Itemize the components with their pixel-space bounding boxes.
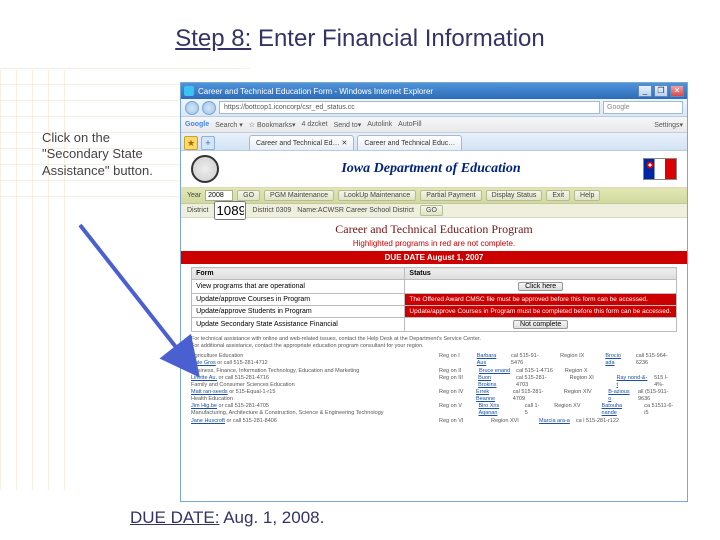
maximize-button[interactable]: ❐ (654, 85, 668, 97)
window-title: Career and Technical Education Form - Wi… (198, 87, 638, 96)
gbar-item[interactable]: Autolink (367, 121, 392, 128)
district-input[interactable] (214, 201, 246, 220)
contact-link[interactable]: Brocio ada (605, 353, 630, 367)
close-button[interactable]: ✕ (670, 85, 684, 97)
gbar-item[interactable]: Settings▾ (654, 121, 683, 129)
address-bar: https://bottcop1.iconcorp/csr_ed_status.… (181, 99, 687, 117)
click-here-button[interactable]: Click here (518, 282, 563, 291)
col-form: Form (192, 268, 405, 280)
status-cell-red: Update/approve Courses in Program must b… (405, 306, 676, 318)
dept-header: Iowa Department of Education (181, 151, 687, 188)
table-row: Update/approve Students in Program Updat… (192, 306, 677, 318)
gbar-item[interactable]: 4 dzcket (302, 121, 328, 128)
form-cell: Update Secondary State Assistance Financ… (192, 318, 405, 332)
gbar-item[interactable]: AutoFill (398, 121, 421, 128)
district-row: District District 0309 Name:ACWSR Career… (181, 204, 687, 218)
contact-link[interactable]: Matt ran-seeds (191, 389, 228, 395)
contact-link[interactable]: Jane Huscroft (191, 418, 225, 424)
ie-icon (184, 86, 194, 96)
gbar-item[interactable]: Search ▾ (215, 121, 243, 129)
due-date-bar: DUE DATE August 1, 2007 (181, 251, 687, 264)
contact-link[interactable]: Biro Xris Aqanan (478, 403, 518, 417)
form-cell: Update/approve Courses in Program (192, 294, 405, 306)
slide-title: Step 8: Enter Financial Information (30, 25, 690, 53)
status-cell-red: The Offered Award CMSC file must be appr… (405, 294, 676, 306)
add-tab-button[interactable]: + (201, 136, 215, 150)
go-button[interactable]: GO (237, 190, 260, 201)
contact-link[interactable]: Bruce enand (479, 368, 510, 375)
gbar-item[interactable]: Send to▾ (334, 121, 362, 129)
forward-button[interactable] (202, 101, 216, 115)
table-row: Update Secondary State Assistance Financ… (192, 318, 677, 332)
exit-button[interactable]: Exit (546, 190, 570, 201)
contact-link[interactable]: Errek Beanne (476, 389, 507, 403)
gbar-item[interactable]: ☆ Bookmarks▾ (249, 121, 296, 129)
table-row: View programs that are operational Click… (192, 280, 677, 294)
google-toolbar: Google Search ▾ ☆ Bookmarks▾ 4 dzcket Se… (181, 117, 687, 133)
status-cell: Click here (405, 280, 676, 294)
iowa-flag-icon (643, 158, 677, 180)
footer-intro2: For additional assistance, contact the a… (191, 343, 677, 350)
contact-link[interactable]: Barbara Aus (477, 353, 505, 367)
favorites-button[interactable]: ★ (184, 136, 198, 150)
contacts-right: Reg on IBarbara Aus cal 515-91-5476Regio… (439, 353, 677, 424)
instruction-callout: Click on the "Secondary State Assistance… (42, 130, 172, 179)
form-cell: View programs that are operational (192, 280, 405, 294)
search-field[interactable]: Google (603, 101, 683, 114)
contact-link[interactable]: Jim Hig.be (191, 403, 217, 409)
contacts-left: Agriculture EducationDale Gros or call 5… (191, 353, 429, 424)
highlight-note: Highlighted programs in red are not comp… (181, 239, 687, 248)
year-label: Year (187, 192, 201, 199)
form-cell: Update/approve Students in Program (192, 306, 405, 318)
minimize-button[interactable]: _ (638, 85, 652, 97)
district-go-button[interactable]: GO (420, 205, 443, 216)
back-button[interactable] (185, 101, 199, 115)
slide-due-date: DUE DATE: Aug. 1, 2008. (130, 508, 324, 528)
col-status: Status (405, 268, 676, 280)
contact-link[interactable]: B-azious o (608, 389, 632, 403)
nav-partial-payment[interactable]: Partial Payment (420, 190, 481, 201)
browser-window: Career and Technical Education Form - Wi… (180, 82, 688, 502)
nav-display-status[interactable]: Display Status (486, 190, 543, 201)
dept-title: Iowa Department of Education (341, 161, 520, 177)
contact-link[interactable]: Marcia ara-a (539, 418, 570, 425)
district-name: Name:ACWSR Career School District (297, 207, 414, 214)
status-cell: Not complete (405, 318, 676, 332)
help-button[interactable]: Help (574, 190, 600, 201)
footer-contacts: For technical assistance with online and… (181, 332, 687, 429)
district-label: District (187, 207, 208, 214)
app-nav-row: Year GO PGM Maintenance LookUp Maintenan… (181, 188, 687, 204)
pointer-arrow (70, 220, 220, 380)
year-input[interactable] (205, 190, 233, 201)
program-title: Career and Technical Education Program (181, 218, 687, 239)
forms-table: Form Status View programs that are opera… (191, 267, 677, 332)
google-logo: Google (185, 121, 209, 128)
contact-link[interactable]: Batouha nande (602, 403, 639, 417)
table-row: Update/approve Courses in Program The Of… (192, 294, 677, 306)
window-titlebar[interactable]: Career and Technical Education Form - Wi… (181, 83, 687, 99)
nav-lookup-maint[interactable]: LookUp Maintenance (338, 190, 416, 201)
iowa-seal-icon (191, 155, 219, 183)
footer-intro: For technical assistance with online and… (191, 336, 677, 343)
contact-link[interactable]: Buon Brokins (478, 375, 510, 389)
district-id: District 0309 (252, 207, 291, 214)
contact-link[interactable]: Ray nond-&-t (617, 375, 649, 389)
not-complete-button[interactable]: Not complete (513, 320, 568, 329)
tab-bar: ★ + Career and Technical Ed… ✕ Career an… (181, 133, 687, 151)
tab-active[interactable]: Career and Technical Ed… ✕ (249, 135, 354, 150)
url-field[interactable]: https://bottcop1.iconcorp/csr_ed_status.… (219, 101, 600, 114)
tab-inactive[interactable]: Career and Technical Educ… (357, 135, 462, 150)
page-content: Iowa Department of Education Year GO PGM… (181, 151, 687, 501)
nav-pgm-maint[interactable]: PGM Maintenance (264, 190, 334, 201)
